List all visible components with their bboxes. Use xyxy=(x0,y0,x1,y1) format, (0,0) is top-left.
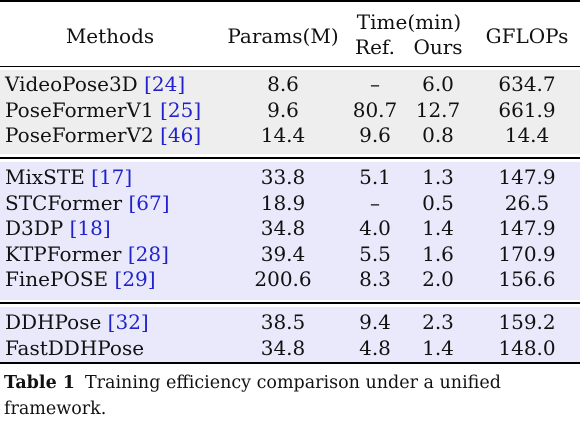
caption-text: Training efficiency comparison under a u… xyxy=(4,373,501,419)
time-ours-cell: 12.7 xyxy=(415,97,461,122)
citation-link[interactable]: [24] xyxy=(144,72,186,96)
params-cell: 9.6 xyxy=(267,97,299,122)
time-ref-cell: 8.3 xyxy=(359,267,391,291)
citation-link[interactable]: [18] xyxy=(69,216,111,240)
params-cell: 34.8 xyxy=(260,335,306,360)
table-row: FastDDHPose 34.8 4.8 1.4 148.0 xyxy=(0,336,580,361)
method-cell: D3DP [18] xyxy=(5,216,111,241)
header-methods: Methods xyxy=(65,24,155,48)
table-row: STCFormer [67] 18.9 – 0.5 26.5 xyxy=(0,191,580,216)
header-params: Params(M) xyxy=(227,24,339,48)
method-name: D3DP xyxy=(5,216,64,240)
time-ref-cell: 4.0 xyxy=(359,216,391,240)
gflops-cell: 147.9 xyxy=(498,165,556,189)
time-ref-cell: – xyxy=(370,190,380,215)
time-ref-cell: 4.8 xyxy=(359,335,391,360)
gflops-cell: 26.5 xyxy=(504,190,550,215)
method-cell: KTPFormer [28] xyxy=(5,242,169,267)
group-band xyxy=(0,70,580,154)
time-ref-cell: 5.1 xyxy=(359,165,391,189)
method-cell: VideoPose3D [24] xyxy=(5,72,185,97)
time-ours-cell: 1.4 xyxy=(422,216,454,240)
bottom-rule xyxy=(0,362,580,364)
method-name: MixSTE xyxy=(5,165,85,189)
params-cell: 18.9 xyxy=(260,190,306,215)
time-ours-cell: 1.4 xyxy=(422,335,454,360)
method-cell: DDHPose [32] xyxy=(5,310,149,335)
group-band xyxy=(0,307,580,362)
citation-link[interactable]: [46] xyxy=(160,123,202,147)
citation-link[interactable]: [17] xyxy=(91,165,133,189)
time-ours-cell: 0.5 xyxy=(422,190,454,215)
time-ref-cell: 80.7 xyxy=(352,97,398,122)
table-row: VideoPose3D [24] 8.6 – 6.0 634.7 xyxy=(0,72,580,97)
group-rule xyxy=(0,302,580,304)
table-row: PoseFormerV2 [46] 14.4 9.6 0.8 14.4 xyxy=(0,123,580,148)
group-rule xyxy=(0,157,580,159)
table-caption: Table 1 Training efficiency comparison un… xyxy=(4,370,580,422)
time-ours-cell: 2.3 xyxy=(422,310,454,334)
header-time: Time(min) xyxy=(356,10,462,34)
gflops-cell: 156.6 xyxy=(498,267,556,291)
params-cell: 14.4 xyxy=(260,123,306,147)
gflops-cell: 148.0 xyxy=(498,335,556,360)
params-cell: 34.8 xyxy=(260,216,306,240)
time-ours-cell: 0.8 xyxy=(422,123,454,147)
params-cell: 8.6 xyxy=(267,72,299,96)
method-name: FinePOSE xyxy=(5,267,109,291)
time-ours-cell: 6.0 xyxy=(422,72,454,96)
table-row: DDHPose [32] 38.5 9.4 2.3 159.2 xyxy=(0,310,580,335)
gflops-cell: 159.2 xyxy=(498,310,556,334)
params-cell: 39.4 xyxy=(260,241,306,266)
time-ref-cell: – xyxy=(370,72,380,96)
time-ref-cell: 9.4 xyxy=(359,310,391,334)
citation-link[interactable]: [29] xyxy=(114,267,156,291)
caption-label: Table 1 xyxy=(4,373,75,393)
method-name: FastDDHPose xyxy=(5,335,145,360)
params-cell: 33.8 xyxy=(260,165,306,189)
citation-link[interactable]: [28] xyxy=(127,241,169,266)
time-ours-cell: 1.6 xyxy=(422,241,454,266)
time-ref-cell: 9.6 xyxy=(359,123,391,147)
method-cell: STCFormer [67] xyxy=(5,191,170,216)
header-rule xyxy=(0,66,580,67)
gflops-cell: 147.9 xyxy=(498,216,556,240)
table-row: FinePOSE [29] 200.6 8.3 2.0 156.6 xyxy=(0,267,580,292)
method-cell: PoseFormerV1 [25] xyxy=(5,98,201,123)
gflops-cell: 661.9 xyxy=(498,97,556,122)
method-cell: FinePOSE [29] xyxy=(5,267,156,292)
method-cell: FastDDHPose xyxy=(5,336,144,361)
citation-link[interactable]: [67] xyxy=(128,190,170,215)
time-ours-cell: 2.0 xyxy=(422,267,454,291)
table-row: D3DP [18] 34.8 4.0 1.4 147.9 xyxy=(0,216,580,241)
method-name: STCFormer xyxy=(5,190,123,215)
method-cell: MixSTE [17] xyxy=(5,165,132,190)
citation-link[interactable]: [25] xyxy=(160,97,202,122)
table-row: MixSTE [17] 33.8 5.1 1.3 147.9 xyxy=(0,165,580,190)
header-time-ours: Ours xyxy=(413,35,463,59)
time-ref-cell: 5.5 xyxy=(359,241,391,266)
table-row: PoseFormerV1 [25] 9.6 80.7 12.7 661.9 xyxy=(0,98,580,123)
gflops-cell: 634.7 xyxy=(498,72,556,96)
gflops-cell: 14.4 xyxy=(504,123,550,147)
method-name: KTPFormer xyxy=(5,241,122,266)
method-name: PoseFormerV1 xyxy=(5,97,154,122)
citation-link[interactable]: [32] xyxy=(107,310,149,334)
time-ours-cell: 1.3 xyxy=(422,165,454,189)
method-name: PoseFormerV2 xyxy=(5,123,154,147)
group-band xyxy=(0,162,580,300)
params-cell: 200.6 xyxy=(254,267,312,291)
header-gflops: GFLOPs xyxy=(485,24,569,48)
params-cell: 38.5 xyxy=(260,310,306,334)
method-name: VideoPose3D xyxy=(5,72,138,96)
table-row: KTPFormer [28] 39.4 5.5 1.6 170.9 xyxy=(0,242,580,267)
gflops-cell: 170.9 xyxy=(498,241,556,266)
header-time-ref: Ref. xyxy=(355,35,395,59)
method-cell: PoseFormerV2 [46] xyxy=(5,123,201,148)
method-name: DDHPose xyxy=(5,310,102,334)
top-rule xyxy=(0,0,580,2)
